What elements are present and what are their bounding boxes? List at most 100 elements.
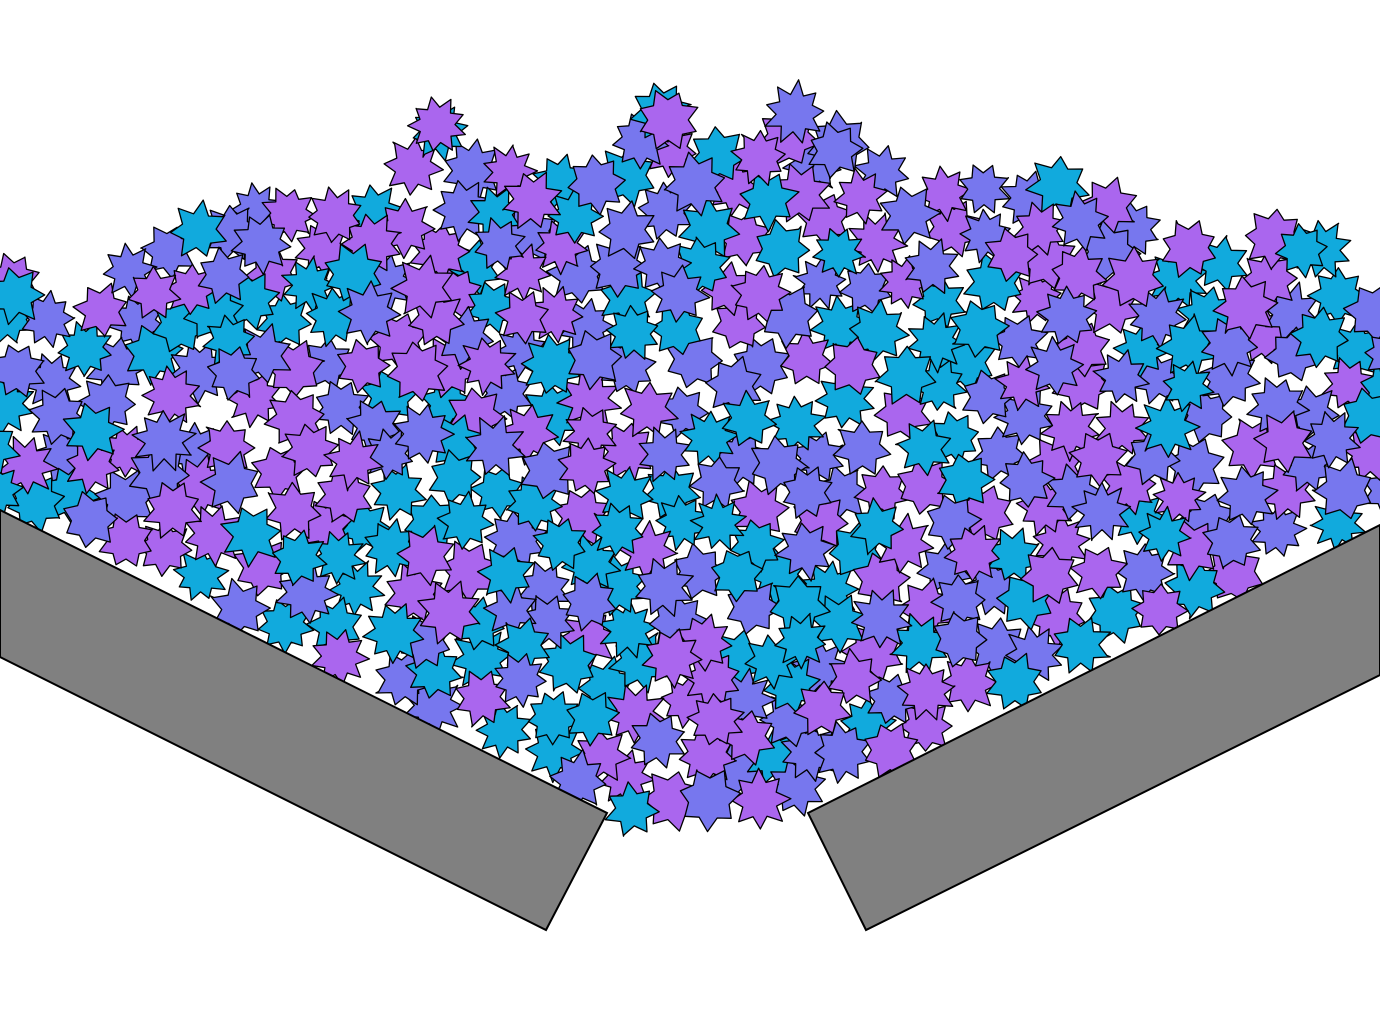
star-particle-icon <box>808 121 864 180</box>
star-particle-icon <box>1036 285 1098 345</box>
star-particle-icon <box>879 186 942 245</box>
star-particle-icon <box>730 767 792 830</box>
star-particle-icon <box>1101 245 1164 307</box>
star-particle-icon <box>474 217 526 270</box>
star-particle-icon <box>364 518 419 578</box>
right-funnel-wall <box>806 523 1380 932</box>
star-particle-icon <box>937 453 996 511</box>
star-particle-icon <box>265 481 322 541</box>
star-particle-icon <box>686 693 745 746</box>
star-particle-icon <box>814 720 871 784</box>
star-particle-icon <box>169 199 227 257</box>
star-particle-icon <box>1212 275 1279 340</box>
star-particle-icon <box>904 238 960 294</box>
star-particle-icon <box>755 219 811 278</box>
star-particle-icon <box>406 96 466 152</box>
star-particle-icon <box>638 426 690 483</box>
star-particle-icon <box>1216 465 1279 526</box>
star-particle-icon <box>566 692 621 747</box>
star-particle-icon <box>1342 287 1380 344</box>
star-particle-icon <box>0 267 46 326</box>
star-particle-icon <box>141 365 202 427</box>
star-particle-icon <box>199 450 259 515</box>
star-particle-icon <box>833 167 889 225</box>
star-particle-icon <box>635 558 694 617</box>
star-particle-icon <box>689 493 747 551</box>
star-particle-icon <box>1138 505 1192 562</box>
star-particle-icon <box>850 589 913 649</box>
star-particle-icon <box>220 507 282 568</box>
star-particle-icon <box>494 653 547 708</box>
star-particle-icon <box>1095 400 1150 456</box>
star-particle-icon <box>933 610 988 668</box>
star-particle-icon <box>764 79 825 144</box>
star-particle-icon <box>838 262 892 316</box>
star-particle-icon <box>1092 349 1150 404</box>
star-particle-icon <box>417 580 481 645</box>
star-particle-icon <box>1068 432 1128 487</box>
star-particle-icon <box>827 647 883 704</box>
star-particle-icon <box>782 466 833 519</box>
star-particle-icon <box>832 420 892 475</box>
star-particle-icon <box>663 151 726 217</box>
star-particle-icon <box>911 356 968 411</box>
star-particle-icon <box>1071 481 1132 542</box>
star-particle-icon <box>337 280 402 346</box>
star-particle-icon <box>131 409 197 472</box>
star-particle-icon <box>630 712 686 769</box>
star-particle-icon <box>930 574 986 629</box>
star-particle-icon <box>386 341 449 402</box>
star-particle-icon <box>1131 583 1189 636</box>
star-particle-icon <box>567 330 623 391</box>
left-funnel-wall <box>0 508 609 932</box>
star-particle-icon <box>769 575 831 634</box>
star-particle-icon <box>1025 335 1085 396</box>
star-particle-icon <box>1019 546 1079 604</box>
star-particle-icon <box>392 403 455 464</box>
star-particle-icon <box>943 524 1001 582</box>
star-particle-icon <box>127 265 182 319</box>
star-particle-icon <box>72 282 127 338</box>
star-particle-icon <box>730 264 792 323</box>
particle-pile <box>0 79 1380 837</box>
star-particle-icon <box>557 437 617 495</box>
star-particle-icon <box>730 129 786 187</box>
star-particle-icon <box>765 395 827 452</box>
star-particle-icon <box>605 304 659 360</box>
star-particle-icon <box>591 502 644 557</box>
star-particle-icon <box>0 344 45 398</box>
star-particle-icon <box>0 468 25 519</box>
star-particle-icon <box>0 430 21 475</box>
star-particle-icon <box>853 145 910 201</box>
star-particle-icon <box>721 389 778 447</box>
star-particle-icon <box>1087 584 1146 644</box>
star-particle-icon <box>650 264 711 323</box>
star-particle-icon <box>538 632 597 694</box>
star-particle-icon <box>641 628 703 689</box>
star-particle-icon <box>986 652 1042 710</box>
star-particle-icon <box>1134 395 1201 458</box>
star-particle-icon <box>894 419 952 477</box>
star-particle-icon <box>1051 190 1109 252</box>
star-particle-icon <box>396 524 455 587</box>
star-particle-icon <box>711 550 764 603</box>
star-particle-icon <box>604 781 660 837</box>
star-particle-icon <box>527 691 582 746</box>
star-particle-icon <box>562 572 617 632</box>
star-particle-icon <box>999 451 1056 508</box>
star-particle-icon <box>774 612 827 670</box>
star-particle-icon <box>824 336 881 395</box>
star-particle-icon <box>494 291 549 345</box>
star-particle-icon <box>1274 223 1328 279</box>
star-particle-icon <box>1253 410 1313 474</box>
star-particle-icon <box>98 513 153 567</box>
star-particle-icon <box>63 490 119 549</box>
star-particle-icon <box>774 522 836 582</box>
star-particle-icon <box>337 338 391 394</box>
star-particle-icon <box>1069 546 1128 600</box>
star-particle-icon <box>448 626 512 692</box>
star-particle-icon <box>896 663 956 721</box>
star-particle-icon <box>281 423 340 478</box>
star-particle-icon <box>230 214 292 276</box>
